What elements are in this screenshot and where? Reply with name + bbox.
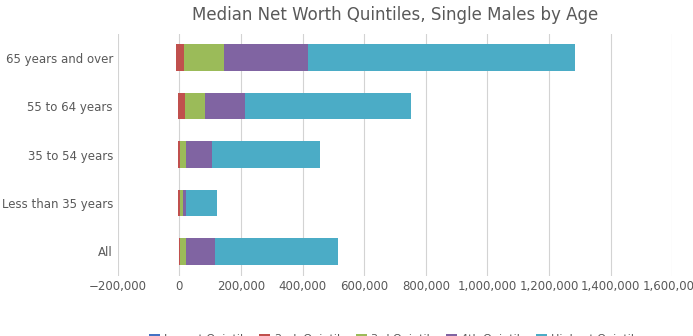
Title: Median Net Worth Quintiles, Single Males by Age: Median Net Worth Quintiles, Single Males… [192,6,598,24]
Bar [178,93,179,120]
Bar [225,44,308,71]
Bar [180,141,186,168]
Bar [178,93,184,120]
Bar [186,190,218,216]
Legend: Lowest Quintile, 2nd  Quintile, 3rd Quintile, 4th Quintile, Highest Quintile: Lowest Quintile, 2nd Quintile, 3rd Quint… [144,330,646,336]
Bar [212,141,319,168]
Bar [204,93,245,120]
Bar [178,190,180,216]
Bar [176,44,184,71]
Bar [184,93,204,120]
Bar [245,93,411,120]
Bar [179,238,180,265]
Bar [178,190,179,216]
Bar [186,238,215,265]
Bar [308,44,575,71]
Bar [215,238,338,265]
Bar [186,141,212,168]
Bar [180,190,184,216]
Bar [179,141,180,168]
Bar [176,44,179,71]
Bar [184,44,225,71]
Bar [180,238,186,265]
Bar [184,190,186,216]
